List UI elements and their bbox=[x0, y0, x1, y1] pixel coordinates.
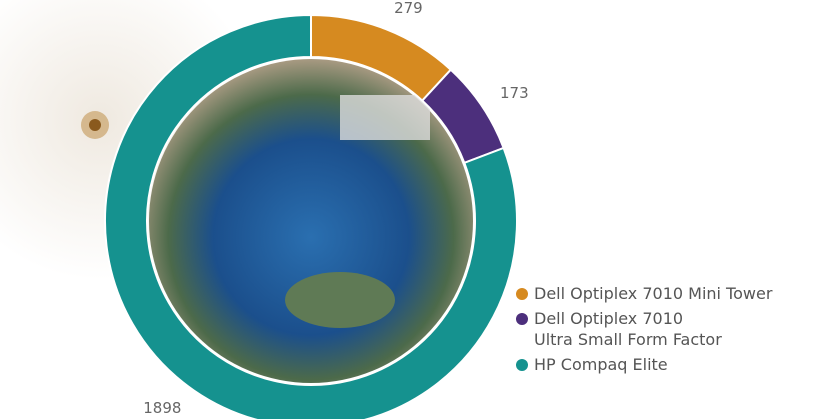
legend-swatch bbox=[516, 313, 528, 325]
decoration bbox=[89, 119, 101, 131]
value-label: 173 bbox=[500, 84, 529, 102]
value-label: 279 bbox=[394, 0, 423, 17]
legend-label: HP Compaq Elite bbox=[534, 355, 668, 374]
legend: Dell Optiplex 7010 Mini Tower Dell Optipl… bbox=[516, 283, 772, 379]
center-image-turtle bbox=[285, 272, 395, 328]
legend-item: HP Compaq Elite bbox=[516, 354, 772, 375]
legend-label: Dell Optiplex 7010 Ultra Small Form Fact… bbox=[534, 309, 722, 349]
center-image-building bbox=[340, 95, 430, 140]
legend-item: Dell Optiplex 7010 Mini Tower bbox=[516, 283, 772, 304]
legend-item: Dell Optiplex 7010 Ultra Small Form Fact… bbox=[516, 308, 772, 350]
legend-label: Dell Optiplex 7010 Mini Tower bbox=[534, 284, 773, 303]
value-label: 1898 bbox=[143, 399, 181, 417]
legend-swatch bbox=[516, 359, 528, 371]
legend-swatch bbox=[516, 288, 528, 300]
donut-slice bbox=[104, 13, 518, 419]
